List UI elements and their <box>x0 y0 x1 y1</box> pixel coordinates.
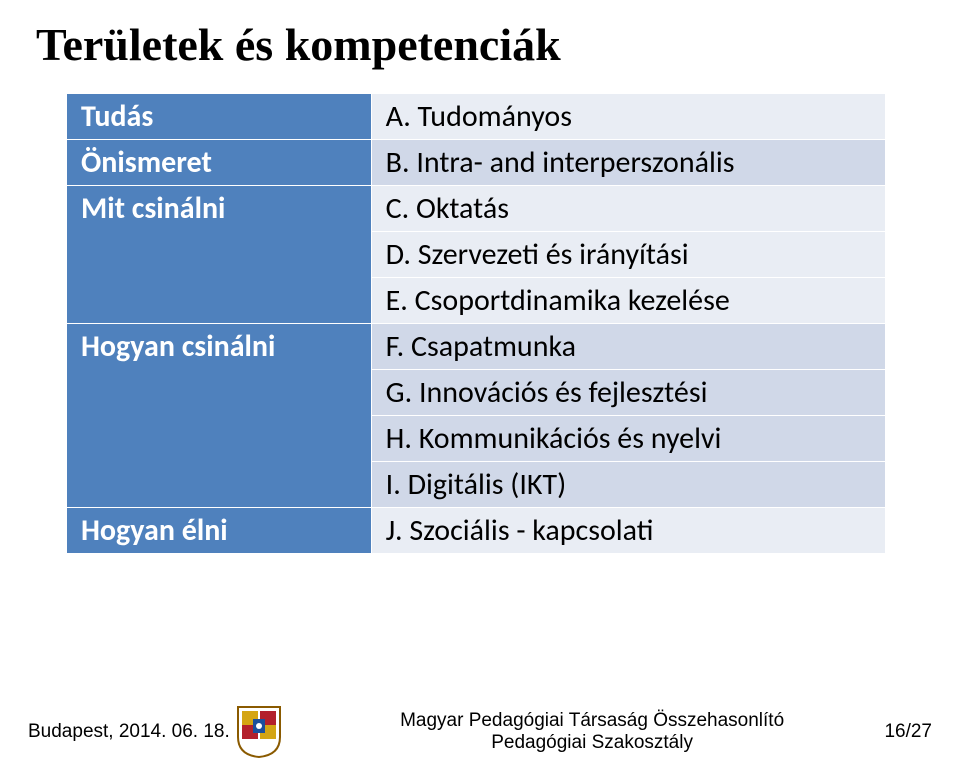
table-row: Hogyan csinálniF. Csapatmunka <box>67 324 886 370</box>
row-competency: I. Digitális (IKT) <box>371 462 885 508</box>
row-competency: D. Szervezeti és irányítási <box>371 232 885 278</box>
row-competency: H. Kommunikációs és nyelvi <box>371 416 885 462</box>
table-row: Hogyan élniJ. Szociális - kapcsolati <box>67 508 886 554</box>
row-competency: J. Szociális - kapcsolati <box>371 508 885 554</box>
footer-pagenum: 16/27 <box>884 721 932 743</box>
row-category: Önismeret <box>67 140 372 186</box>
crest-icon <box>236 705 282 759</box>
table-row: ÖnismeretB. Intra- and interperszonális <box>67 140 886 186</box>
row-competency: G. Innovációs és fejlesztési <box>371 370 885 416</box>
slide-title: Területek és kompetenciák <box>36 18 924 71</box>
footer-org-line1: Magyar Pedagógiai Társaság Összehasonlít… <box>400 710 784 731</box>
footer: Budapest, 2014. 06. 18. Magyar Pedagógia… <box>0 705 960 759</box>
row-category: Hogyan élni <box>67 508 372 554</box>
row-competency: E. Csoportdinamika kezelése <box>371 278 885 324</box>
row-competency: F. Csapatmunka <box>371 324 885 370</box>
row-category: Tudás <box>67 94 372 140</box>
row-competency: C. Oktatás <box>371 186 885 232</box>
row-competency: A. Tudományos <box>371 94 885 140</box>
footer-date: Budapest, 2014. 06. 18. <box>28 721 230 743</box>
row-category: Hogyan csinálni <box>67 324 372 508</box>
row-category: Mit csinálni <box>67 186 372 324</box>
table-row: TudásA. Tudományos <box>67 94 886 140</box>
row-competency: B. Intra- and interperszonális <box>371 140 885 186</box>
footer-org-line2: Pedagógiai Szakosztály <box>491 732 693 753</box>
competency-table: TudásA. TudományosÖnismeretB. Intra- and… <box>66 93 886 554</box>
footer-org: Magyar Pedagógiai Társaság Összehasonlít… <box>300 710 885 754</box>
slide: Területek és kompetenciák TudásA. Tudomá… <box>0 0 960 771</box>
table-row: Mit csinálniC. Oktatás <box>67 186 886 232</box>
